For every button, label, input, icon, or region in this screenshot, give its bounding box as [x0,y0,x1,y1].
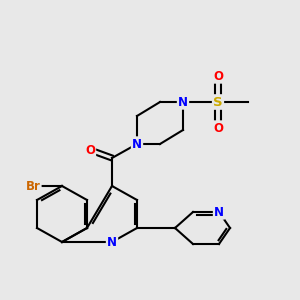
Text: Br: Br [26,179,40,193]
Text: O: O [213,122,223,134]
Text: O: O [85,143,95,157]
Text: N: N [178,95,188,109]
Text: N: N [132,137,142,151]
Text: N: N [214,206,224,218]
Text: S: S [213,95,223,109]
Text: O: O [213,70,223,83]
Text: N: N [107,236,117,248]
